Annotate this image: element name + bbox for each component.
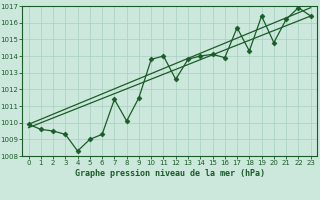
- X-axis label: Graphe pression niveau de la mer (hPa): Graphe pression niveau de la mer (hPa): [75, 169, 265, 178]
